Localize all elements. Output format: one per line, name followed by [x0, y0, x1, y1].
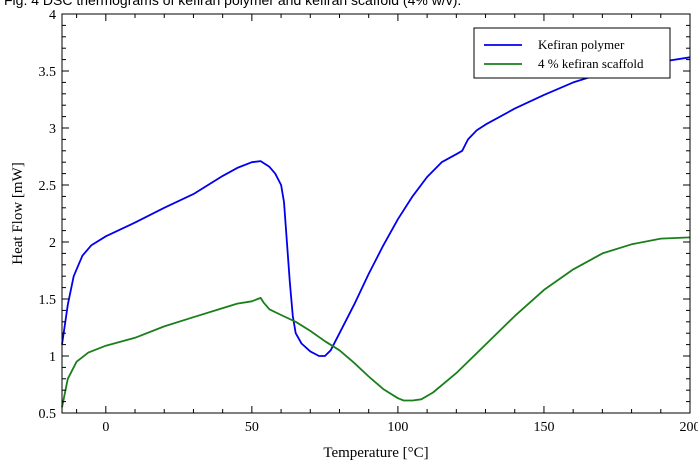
y-tick-label: 4	[49, 8, 56, 23]
legend-box	[473, 27, 671, 79]
y-tick-label: 2.5	[39, 179, 57, 194]
series-line-1	[61, 56, 691, 357]
clipped-figure-caption: Fig. 4 DSC thermograms of kefiran polyme…	[4, 0, 461, 8]
y-axis-label: Heat Flow [mW]	[10, 162, 26, 264]
axis-ticks: 0 50 100 150 200 0.5 1 1.5 2 2.5 3 3.5 4	[39, 8, 698, 435]
x-tick-label: 200	[680, 420, 698, 435]
y-tick-label: 1	[49, 350, 56, 365]
legend-label-2: 4 % kefiran scaffold	[538, 56, 644, 71]
plot-area	[61, 56, 691, 408]
y-tick-label: 3.5	[39, 65, 57, 80]
x-tick-label: 50	[245, 420, 259, 435]
legend-label-1: Kefiran polymer	[538, 37, 625, 52]
x-tick-label: 100	[387, 420, 408, 435]
x-tick-label: 0	[102, 420, 109, 435]
series-line-2	[61, 236, 691, 408]
y-tick-label: 1.5	[39, 293, 57, 308]
plot-frame	[61, 13, 691, 414]
x-tick-label: 150	[533, 420, 554, 435]
y-tick-label: 2	[49, 236, 56, 251]
x-axis-label: Temperature [°C]	[323, 445, 428, 461]
y-tick-label: 0.5	[39, 407, 57, 422]
legend: Kefiran polymer 4 % kefiran scaffold	[473, 27, 671, 79]
y-tick-label: 3	[49, 122, 56, 137]
